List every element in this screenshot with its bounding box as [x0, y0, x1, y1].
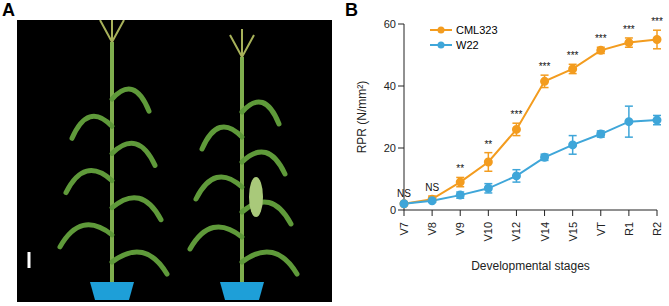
svg-text:VT: VT — [595, 222, 607, 236]
html-text:CML323: CML323 — [456, 23, 498, 36]
svg-text:RPR (N/mm²): RPR (N/mm²) — [355, 81, 369, 154]
svg-text:60: 60 — [384, 18, 396, 30]
svg-text:V14: V14 — [539, 222, 551, 242]
svg-text:Developmental stages: Developmental stages — [471, 259, 590, 273]
svg-text:***: *** — [651, 16, 663, 27]
svg-text:40: 40 — [384, 80, 396, 92]
svg-text:V9: V9 — [454, 222, 466, 235]
svg-text:**: ** — [484, 139, 492, 150]
svg-text:V12: V12 — [510, 222, 522, 242]
svg-text:***: *** — [595, 33, 607, 44]
svg-text:***: *** — [623, 24, 635, 35]
svg-text:***: *** — [511, 109, 523, 120]
svg-text:***: *** — [539, 61, 551, 72]
svg-text:V15: V15 — [567, 222, 579, 242]
svg-text:V7: V7 — [398, 222, 410, 235]
svg-text:V8: V8 — [426, 222, 438, 235]
svg-text:V10: V10 — [482, 222, 494, 242]
svg-text:R1: R1 — [623, 222, 635, 236]
html-text:B: B — [345, 0, 358, 20]
svg-text:***: *** — [567, 50, 579, 61]
svg-text:NS: NS — [425, 182, 439, 193]
svg-text:NS: NS — [397, 188, 411, 199]
svg-text:0: 0 — [390, 204, 396, 216]
svg-text:R2: R2 — [651, 222, 663, 236]
svg-text:20: 20 — [384, 142, 396, 154]
html-text:W22: W22 — [456, 38, 479, 51]
html-text:A: A — [2, 0, 15, 20]
svg-text:**: ** — [456, 163, 464, 174]
